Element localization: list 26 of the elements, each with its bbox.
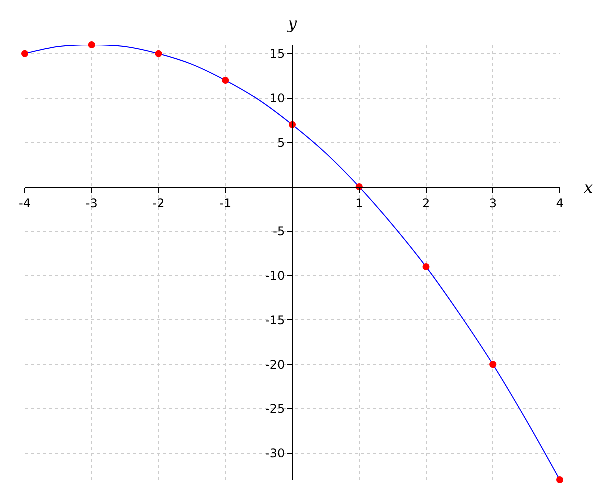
y-tick-label: 15: [270, 47, 286, 62]
x-tick-label: 4: [556, 196, 564, 210]
x-tick-label: 1: [356, 196, 364, 210]
y-tick-label: -15: [265, 313, 286, 328]
point: [222, 77, 230, 84]
y-tick-label: -5: [273, 224, 286, 239]
y-axis-title: y: [287, 14, 298, 33]
point: [155, 50, 162, 58]
point: [88, 42, 96, 48]
x-axis-title: x: [584, 178, 594, 197]
x-tick-label: -4: [19, 196, 31, 210]
point: [490, 361, 497, 368]
x-tick-label: 3: [489, 196, 497, 210]
y-tick-label: -30: [265, 446, 286, 461]
y-tick-label: -20: [265, 358, 286, 372]
x-tick-label: -2: [152, 196, 165, 210]
point: [422, 263, 430, 270]
point: [22, 50, 28, 58]
y-tick-label: 10: [270, 91, 286, 106]
x-tick-label: -1: [220, 196, 232, 210]
x-tick-label: 2: [422, 196, 430, 210]
y-tick-label: -10: [265, 269, 286, 284]
point: [556, 476, 564, 484]
y-tick-label: -25: [265, 402, 286, 416]
y-tick-label: 5: [277, 136, 286, 150]
x-tick-label: -3: [86, 196, 98, 210]
